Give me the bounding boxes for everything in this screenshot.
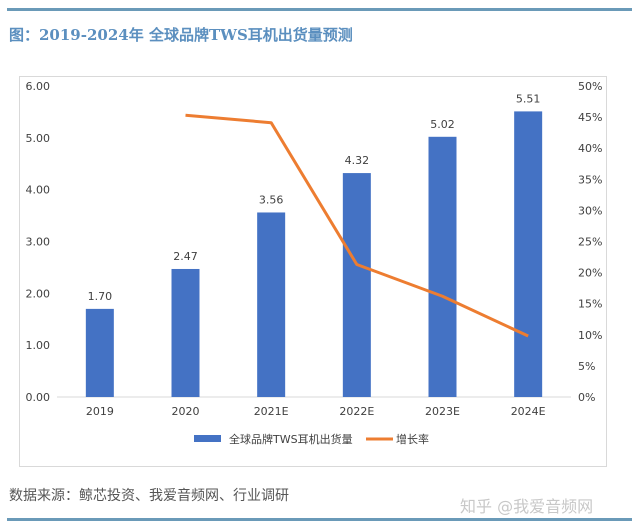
y-right-tick-label: 20% [578, 267, 602, 280]
bar [342, 173, 371, 397]
x-tick-label: 2024E [511, 405, 546, 418]
chart-frame [19, 76, 607, 467]
y-right-tick-label: 45% [578, 111, 602, 124]
y-left-tick-label: 1.00 [26, 339, 51, 352]
legend-bar-label: 全球品牌TWS耳机出货量 [229, 432, 353, 446]
bar [171, 268, 200, 397]
bar-data-label: 3.56 [259, 193, 284, 206]
bar-data-label: 5.51 [516, 92, 541, 105]
y-right-tick-label: 50% [578, 80, 602, 93]
y-left-tick-label: 6.00 [26, 80, 51, 93]
y-right-tick-label: 35% [578, 173, 602, 186]
y-left-tick-label: 5.00 [26, 132, 51, 145]
bar-data-label: 1.70 [88, 290, 113, 303]
y-right-tick-label: 30% [578, 204, 602, 217]
y-right-tick-label: 15% [578, 298, 602, 311]
watermark: 知乎 @我爱音频网 [460, 497, 594, 516]
bottom-rule [7, 518, 632, 521]
bar-data-label: 4.32 [345, 154, 370, 167]
bar-data-label: 2.47 [173, 250, 198, 263]
y-left-tick-label: 0.00 [26, 391, 51, 404]
legend-bar-swatch [194, 435, 221, 442]
growth-rate-line [185, 113, 529, 338]
x-tick-label: 2021E [254, 405, 289, 418]
y-right-tick-label: 25% [578, 236, 602, 249]
x-tick-label: 2019 [86, 405, 114, 418]
bar [85, 308, 114, 397]
y-right-tick-label: 10% [578, 329, 602, 342]
x-tick-label: 2022E [339, 405, 374, 418]
top-rule [7, 8, 632, 11]
source-note: 数据来源：鲸芯投资、我爱音频网、行业调研 [9, 488, 289, 504]
y-left-tick-label: 3.00 [26, 236, 51, 249]
bar-data-label: 5.02 [430, 118, 455, 131]
y-right-tick-label: 40% [578, 142, 602, 155]
y-left-tick-label: 4.00 [26, 184, 51, 197]
bar [514, 111, 543, 398]
y-left-tick-label: 2.00 [26, 287, 51, 300]
bar [257, 212, 286, 397]
legend-line-label: 增长率 [396, 432, 429, 446]
x-tick-label: 2023E [425, 405, 460, 418]
y-right-tick-label: 5% [578, 360, 595, 373]
x-tick-label: 2020 [172, 405, 200, 418]
bar [428, 136, 457, 397]
figure-title: 图：2019-2024年 全球品牌TWS耳机出货量预测 [9, 26, 353, 44]
y-right-tick-label: 0% [578, 391, 595, 404]
